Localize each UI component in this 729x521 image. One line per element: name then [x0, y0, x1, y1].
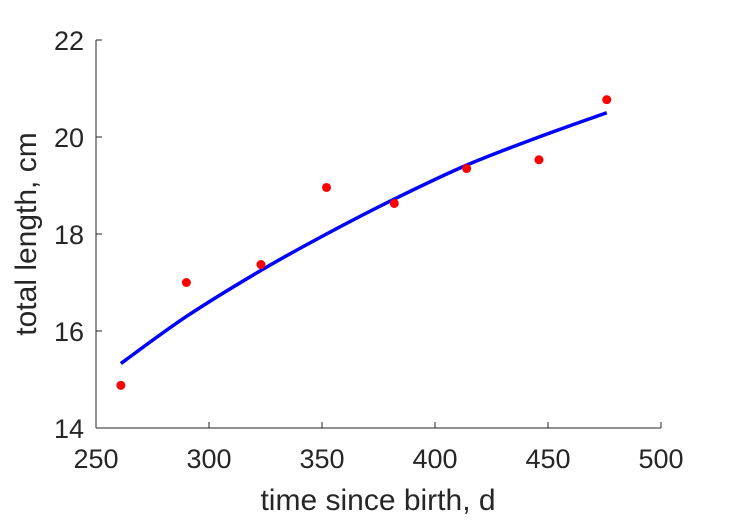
data-points: [116, 95, 612, 390]
data-point: [322, 182, 332, 192]
data-point: [602, 95, 612, 105]
y-tick-label: 18: [54, 220, 84, 250]
x-tick-label: 450: [525, 444, 570, 474]
fit-series: [119, 111, 608, 365]
x-tick-label: 400: [412, 444, 457, 474]
y-ticks: 14 16 18 20 22: [54, 26, 102, 444]
data-point: [534, 155, 544, 165]
data-point: [389, 198, 399, 208]
x-tick-label: 350: [299, 444, 344, 474]
y-tick-label: 20: [54, 123, 84, 153]
y-tick-label: 14: [54, 414, 84, 444]
x-tick-label: 300: [186, 444, 231, 474]
y-axis-label: total length, cm: [10, 132, 43, 335]
data-point: [256, 260, 266, 270]
x-ticks: 250 300 350 400 450 500: [73, 422, 684, 474]
x-axis-label: time since birth, d: [260, 484, 495, 517]
y-tick-label: 22: [54, 26, 84, 56]
x-tick-label: 250: [73, 444, 118, 474]
x-tick-label: 500: [638, 444, 683, 474]
data-point: [116, 380, 126, 390]
data-point: [462, 164, 472, 174]
fit-curve: [119, 111, 608, 365]
data-point: [181, 278, 191, 287]
y-tick-label: 16: [54, 317, 84, 347]
axes: [95, 40, 661, 429]
